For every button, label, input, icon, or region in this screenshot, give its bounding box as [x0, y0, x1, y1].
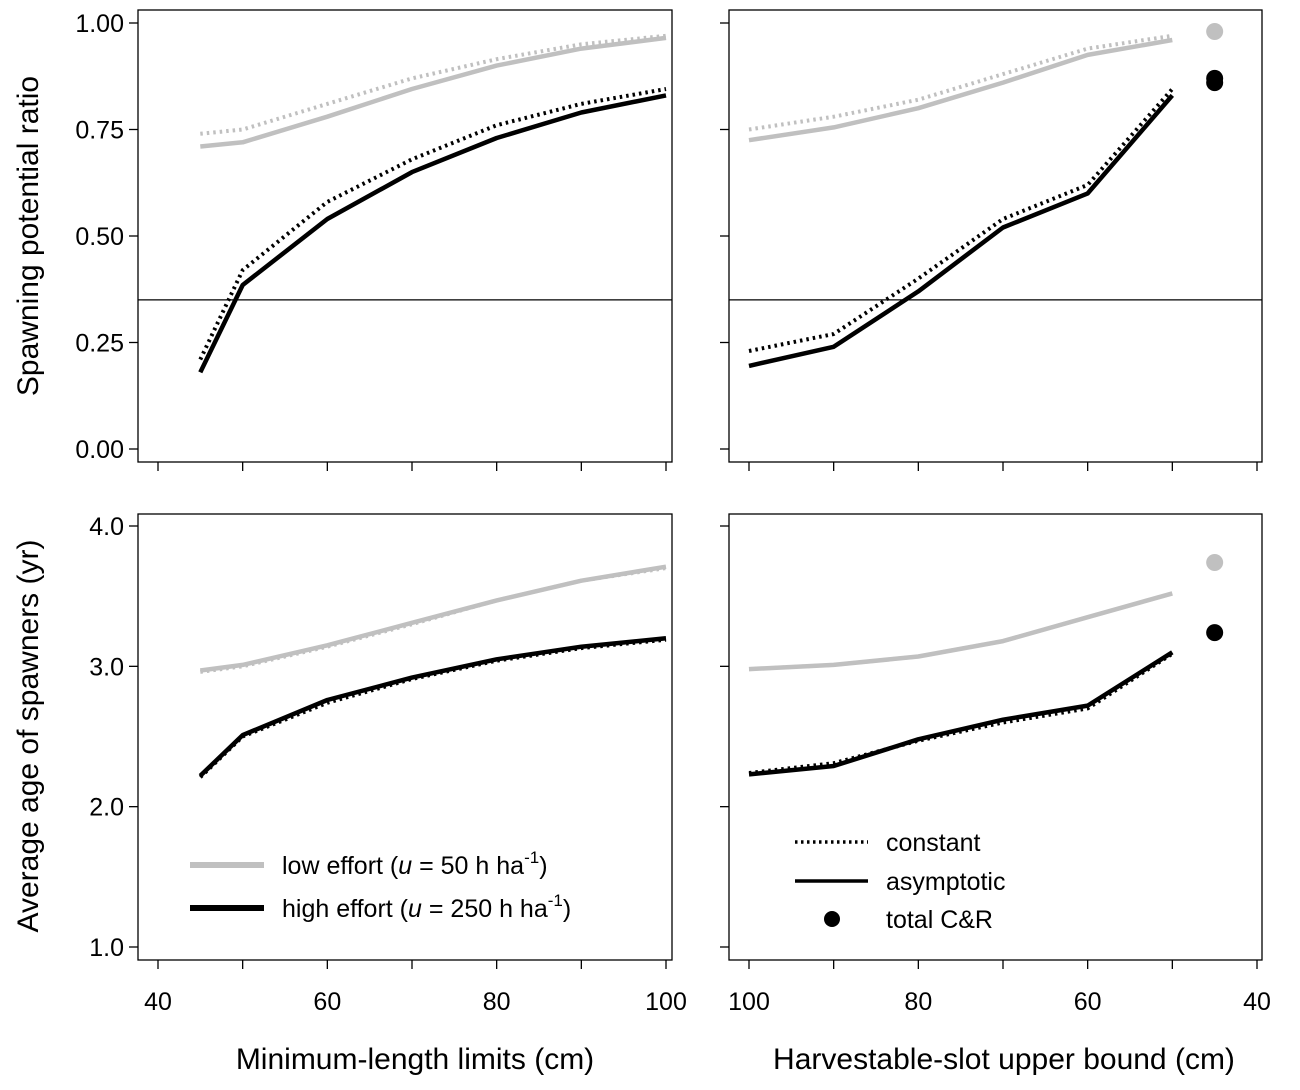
x-tick-label: 80 [904, 988, 932, 1016]
series-high-effort-constant [198, 87, 667, 361]
series-low-effort-constant [748, 591, 1173, 672]
series-low-effort-asymptotic [200, 564, 667, 673]
legend-asymptotic-label: asymptotic [886, 868, 1005, 896]
total-cr-point-low-effort [1206, 553, 1224, 571]
y-tick-label: 0.75 [75, 117, 124, 145]
series-low-effort-constant [200, 33, 667, 136]
y-tick-label: 1.00 [75, 10, 124, 38]
x-tick-label: 40 [144, 988, 172, 1016]
x-tick-label: 100 [728, 988, 770, 1016]
y-tick-label: 3.0 [89, 653, 124, 681]
total-cr-point-high-effort [1206, 74, 1224, 92]
panel-frame [728, 9, 1263, 463]
panel-frame [137, 513, 673, 961]
x-axis-title-left: Minimum-length limits (cm) [236, 1043, 594, 1076]
series-high-effort-constant [748, 652, 1174, 775]
total-cr-point-low-effort [1206, 23, 1224, 41]
legend-effort: low effort (u = 50 h ha-1) high effort (… [190, 848, 571, 923]
y-tick-label: 0.00 [75, 436, 124, 464]
panel-top-right [720, 9, 1263, 471]
y-tick-label: 0.50 [75, 223, 124, 251]
series-high-effort-asymptotic [748, 650, 1174, 777]
series-low-effort-asymptotic [748, 591, 1173, 672]
x-tick-label: 100 [645, 988, 687, 1016]
panel-frame [137, 9, 673, 463]
panel-bottom-left: 1.0 2.0 3.0 4.0 40 60 80 100 [89, 513, 687, 1016]
legend-total-cr-marker [824, 911, 840, 927]
x-axis-title-right: Harvestable-slot upper bound (cm) [773, 1043, 1235, 1076]
legend-low-effort-label: low effort (u = 50 h ha-1) [282, 848, 548, 880]
series-low-effort-asymptotic [200, 35, 667, 149]
series-high-effort-asymptotic [198, 636, 667, 778]
y-axis-title-top: Spawning potential ratio [12, 76, 45, 396]
total-cr-point-high-effort [1206, 624, 1224, 642]
legend-model: constant asymptotic total C&R [795, 829, 1005, 934]
series-low-effort-constant [748, 33, 1173, 132]
series-high-effort-asymptotic [198, 93, 667, 374]
panel-frame [728, 513, 1263, 961]
x-tick-label: 40 [1243, 988, 1271, 1016]
y-axis-title-bottom: Average age of spawners (yr) [12, 540, 45, 933]
x-tick-label: 60 [313, 988, 341, 1016]
series-high-effort-constant [748, 87, 1174, 353]
panels: 0.000.250.500.751.001.02.03.04.040 60 80 10… [75, 9, 1271, 1016]
series-low-effort-asymptotic [748, 37, 1173, 143]
series-high-effort-asymptotic [748, 93, 1175, 369]
y-tick-label: 2.0 [89, 794, 124, 822]
legend-total-cr-label: total C&R [886, 906, 993, 934]
legend-constant-label: constant [886, 829, 981, 857]
x-tick-label: 80 [483, 988, 511, 1016]
x-tick-label: 60 [1074, 988, 1102, 1016]
y-tick-label: 1.0 [89, 934, 124, 962]
y-tick-label: 4.0 [89, 513, 124, 541]
legend-high-effort-label: high effort (u = 250 h ha-1) [282, 891, 571, 923]
y-tick-label: 0.25 [75, 330, 124, 358]
panel-top-left: 0.00 0.25 0.50 0.75 1.00 [75, 9, 673, 471]
panel-bottom-right: 100 80 60 40 [720, 513, 1271, 1016]
